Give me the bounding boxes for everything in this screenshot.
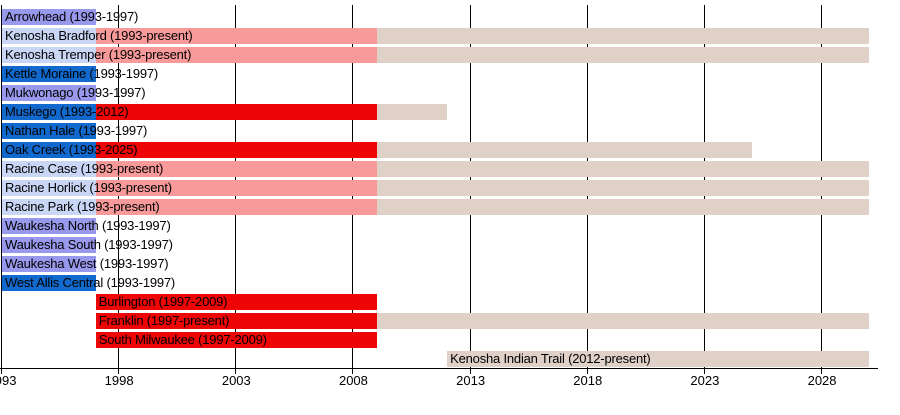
timeline-bar-segment (376, 199, 869, 215)
timeline-bar-segment (2, 180, 96, 196)
timeline-bar-segment (95, 161, 377, 177)
timeline-bar-segment (95, 199, 377, 215)
timeline-row-label: Muskego (1993-2012) (5, 104, 129, 119)
axis-tick-label: 2003 (221, 373, 251, 388)
timeline-bar-segment (2, 199, 96, 215)
timeline-row-label: Kenosha Tremper (1993-present) (5, 47, 192, 62)
timeline-row-label: Mukwonago (1993-1997) (5, 85, 146, 100)
timeline-row-label: Nathan Hale (1993-1997) (5, 123, 148, 138)
axis-tick-label: 2018 (573, 373, 603, 388)
x-axis-tick (352, 368, 354, 374)
x-axis-tick (821, 368, 823, 374)
timeline-bar-segment (2, 9, 96, 25)
timeline-row-label: South Milwaukee (1997-2009) (98, 332, 267, 347)
timeline-bar-segment (2, 161, 96, 177)
timeline-bar-segment (95, 313, 377, 329)
timeline-bar-segment (376, 28, 869, 44)
timeline-row-label: Franklin (1997-present) (98, 313, 230, 328)
timeline-bar-segment (2, 142, 96, 158)
timeline-bar-segment (447, 351, 869, 367)
timeline-row-label: Waukesha North (1993-1997) (5, 218, 171, 233)
timeline-row-label: Kettle Moraine (1993-1997) (5, 66, 159, 81)
axis-tick-label: 2013 (456, 373, 486, 388)
timeline-bar-segment (376, 313, 869, 329)
timeline-bar-segment (2, 104, 96, 120)
timeline-row-label: Kenosha Bradford (1993-present) (5, 28, 193, 43)
x-axis-tick (1, 368, 2, 374)
timeline-bar-segment (95, 180, 377, 196)
x-axis-tick (469, 368, 471, 374)
timeline-bar-segment (2, 47, 96, 63)
timeline-bar-segment (2, 123, 96, 139)
x-axis-tick (703, 368, 705, 374)
timeline-row-label: West Allis Central (1993-1997) (5, 275, 176, 290)
timeline-bar-segment (95, 142, 377, 158)
x-axis-tick (118, 368, 120, 374)
timeline-bar-segment (2, 85, 96, 101)
axis-tick-label: 2023 (690, 373, 720, 388)
timeline-bar-segment (376, 180, 869, 196)
axis-tick-label: 1998 (104, 373, 134, 388)
gridline-1993 (1, 5, 2, 368)
x-axis-line (0, 368, 878, 369)
timeline-row-label: Racine Park (1993-present) (5, 199, 160, 214)
timeline-bar-segment (376, 47, 869, 63)
timeline-row-label: Burlington (1997-2009) (98, 294, 228, 309)
timeline-row-label: Kenosha Indian Trail (2012-present) (450, 351, 651, 366)
timeline-bar-segment (2, 275, 96, 291)
timeline-bar-segment (95, 332, 377, 348)
timeline-bar-segment (95, 28, 377, 44)
axis-tick-label: 2008 (338, 373, 368, 388)
timeline-row-label: Arrowhead (1993-1997) (5, 9, 139, 24)
timeline-bar-segment (376, 142, 752, 158)
timeline-bar-segment (376, 161, 869, 177)
timeline-bar-segment (95, 294, 377, 310)
timeline-bar-segment (2, 237, 96, 253)
timeline-bar-segment (2, 218, 96, 234)
timeline-bar-segment (2, 256, 96, 272)
timeline-row-label: Oak Creek (1993-2025) (5, 142, 138, 157)
timeline-row-label: Racine Case (1993-present) (5, 161, 164, 176)
timeline-bar-segment (95, 104, 377, 120)
timeline-bar-segment (2, 66, 96, 82)
timeline-row-label: Waukesha West (1993-1997) (5, 256, 169, 271)
timeline-bar-segment (376, 104, 448, 120)
timeline-row-label: Waukesha South (1993-1997) (5, 237, 173, 252)
timeline-row-label: Racine Horlick (1993-present) (5, 180, 172, 195)
axis-tick-label: 1993 (0, 373, 17, 388)
x-axis-tick (586, 368, 588, 374)
axis-tick-label: 2028 (807, 373, 837, 388)
timeline-bar-segment (95, 47, 377, 63)
timeline-bar-segment (2, 28, 96, 44)
x-axis-tick (235, 368, 237, 374)
